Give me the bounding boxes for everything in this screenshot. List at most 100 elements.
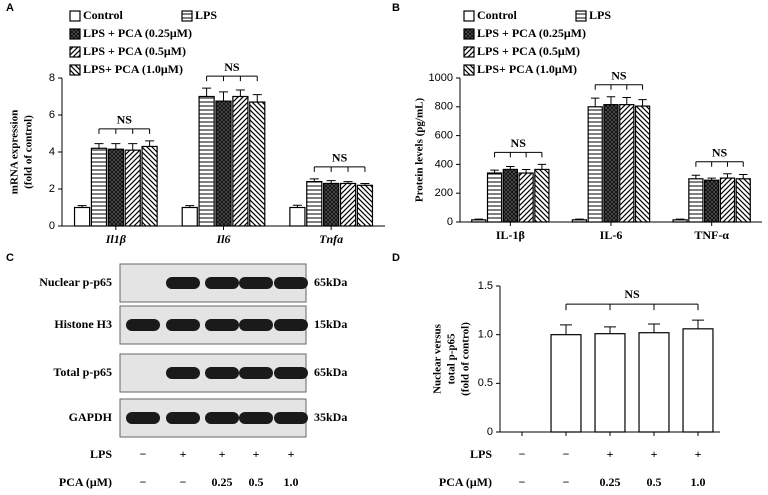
significance-bracket bbox=[565, 303, 699, 311]
legend-swatch bbox=[69, 46, 81, 58]
bar bbox=[289, 206, 306, 227]
blot-band bbox=[166, 367, 200, 379]
annotation: NS bbox=[117, 113, 133, 127]
y-tick-label: 0 bbox=[49, 220, 55, 232]
blot-size-label: 35kDa bbox=[314, 410, 347, 424]
y-tick-label: 800 bbox=[435, 101, 453, 113]
y-tick-label: 6 bbox=[49, 109, 55, 121]
condition-value: 1.0 bbox=[284, 475, 299, 489]
bar bbox=[571, 219, 588, 223]
x-tick-label: IL-1β bbox=[496, 228, 525, 242]
bar bbox=[90, 147, 108, 227]
legend-swatch bbox=[463, 28, 475, 40]
error-bar bbox=[202, 87, 212, 97]
condition-label: LPS bbox=[90, 447, 112, 461]
annotation: NS bbox=[611, 68, 627, 82]
error-bar bbox=[537, 163, 547, 170]
blot-row-label: GAPDH bbox=[69, 410, 113, 424]
error-bar bbox=[128, 143, 138, 151]
error-bar bbox=[739, 173, 748, 179]
blot-band bbox=[239, 412, 273, 424]
condition-value: + bbox=[288, 447, 295, 461]
x-tick-label: Il6 bbox=[215, 232, 230, 246]
condition-value: − bbox=[519, 447, 526, 461]
condition-label: LPS bbox=[470, 447, 492, 461]
bar bbox=[181, 206, 198, 227]
annotation: NS bbox=[511, 136, 527, 150]
bar bbox=[594, 333, 626, 433]
condition-label: PCA (μM) bbox=[59, 475, 112, 489]
annotation: NS bbox=[624, 287, 640, 301]
condition-value: 0.5 bbox=[249, 475, 264, 489]
annotation: NS bbox=[224, 60, 240, 74]
y-tick-label: 1.5 bbox=[478, 280, 493, 292]
y-tick-label: 2 bbox=[49, 183, 55, 195]
error-bar bbox=[309, 178, 319, 182]
bar bbox=[232, 95, 249, 227]
y-tick-label: 0 bbox=[487, 426, 493, 438]
error-bar bbox=[506, 166, 515, 170]
blot-band bbox=[205, 319, 239, 331]
error-bar bbox=[692, 319, 704, 329]
error-bar bbox=[292, 204, 302, 208]
bar bbox=[124, 149, 141, 227]
blot-row-label: Nuclear p-p65 bbox=[39, 275, 112, 289]
error-bar bbox=[521, 168, 531, 174]
y-tick-label: 200 bbox=[435, 187, 453, 199]
condition-value: − bbox=[563, 447, 570, 461]
significance-bracket bbox=[206, 75, 258, 82]
error-bar bbox=[77, 205, 87, 208]
error-bar bbox=[675, 218, 685, 220]
error-bar bbox=[360, 182, 370, 186]
y-tick-label: 600 bbox=[435, 130, 453, 142]
bar bbox=[603, 104, 619, 223]
y-axis-label: Protein levels (pg/mL) bbox=[414, 98, 426, 203]
condition-value: + bbox=[695, 447, 702, 461]
condition-value: − bbox=[563, 475, 570, 489]
legend-swatch bbox=[463, 64, 475, 76]
error-bar bbox=[326, 180, 336, 184]
bar bbox=[471, 219, 487, 223]
blot-band bbox=[239, 319, 273, 331]
error-bar bbox=[145, 140, 155, 147]
legend-label: LPS+ PCA (1.0μM) bbox=[83, 62, 183, 76]
condition-value: + bbox=[180, 447, 187, 461]
y-tick-label: 0 bbox=[447, 216, 453, 228]
x-tick-label: Il1β bbox=[105, 232, 127, 246]
blot-band bbox=[205, 412, 239, 424]
bar bbox=[356, 184, 374, 227]
condition-value: + bbox=[219, 447, 226, 461]
error-bar bbox=[622, 96, 632, 105]
legend-swatch bbox=[69, 10, 81, 22]
y-axis-label: (fold of control) bbox=[23, 115, 35, 189]
legend-label: LPS + PCA (0.5μM) bbox=[477, 44, 580, 58]
condition-value: − bbox=[519, 475, 526, 489]
blot-size-label: 65kDa bbox=[314, 275, 347, 289]
error-bar bbox=[707, 177, 716, 181]
error-bar bbox=[638, 99, 647, 107]
blot-band bbox=[166, 319, 200, 331]
bar bbox=[550, 334, 582, 433]
blot-row-label: Total p-p65 bbox=[53, 365, 112, 379]
error-bar bbox=[606, 96, 616, 105]
legend-label: LPS+ PCA (1.0μM) bbox=[477, 62, 577, 76]
blot-band bbox=[274, 412, 308, 424]
bar bbox=[107, 148, 124, 227]
legend-swatch bbox=[69, 28, 81, 40]
condition-value: − bbox=[140, 475, 147, 489]
legend-label: LPS bbox=[589, 8, 611, 22]
condition-value: − bbox=[180, 475, 187, 489]
y-tick-label: 1.0 bbox=[478, 329, 493, 341]
error-bar bbox=[648, 323, 660, 333]
error-bar bbox=[111, 143, 121, 150]
significance-bracket bbox=[695, 161, 744, 167]
error-bar bbox=[185, 205, 195, 208]
error-bar bbox=[575, 218, 584, 220]
blot-size-label: 65kDa bbox=[314, 365, 347, 379]
x-tick-label: Tnfa bbox=[319, 232, 343, 246]
blot-band bbox=[166, 277, 200, 289]
bar bbox=[587, 106, 603, 223]
blot-band bbox=[274, 277, 308, 289]
error-bar bbox=[723, 173, 732, 179]
bar bbox=[502, 168, 518, 223]
